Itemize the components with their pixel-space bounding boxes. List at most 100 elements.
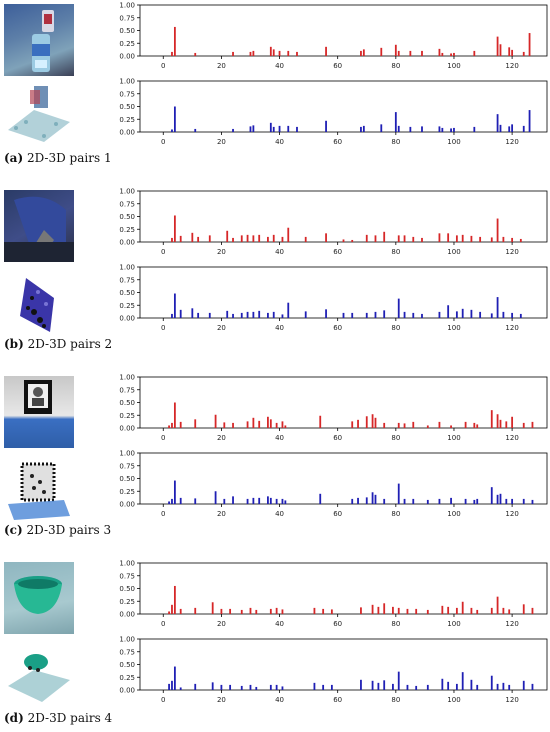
feature-bar (275, 422, 278, 428)
y-tick-label: 1.00 (119, 78, 135, 86)
feature-bar (479, 236, 482, 242)
feature-bar (220, 608, 223, 614)
feature-bar (496, 596, 499, 614)
feature-bar (269, 46, 272, 56)
y-tick-label: 0.50 (119, 585, 135, 593)
feature-bar (351, 312, 354, 318)
feature-bar (197, 312, 200, 318)
feature-bar (438, 126, 441, 132)
feature-bar (281, 609, 284, 614)
feature-bar (267, 496, 269, 504)
y-tick-label: 0.50 (119, 103, 135, 111)
caption-a: (a) 2D-3D pairs 1 (4, 151, 112, 165)
x-tick-label: 120 (505, 248, 518, 256)
plot-frame (139, 376, 548, 429)
x-tick-label: 120 (505, 620, 518, 628)
feature-bar (511, 49, 514, 56)
feature-bar (450, 497, 452, 504)
feature-bar (394, 44, 397, 56)
x-tick-label: 120 (505, 62, 518, 70)
feature-bar (362, 125, 365, 132)
feature-bar (269, 684, 272, 690)
feature-bar (272, 234, 275, 242)
x-tick-label: 80 (391, 696, 400, 704)
feature-bar (362, 49, 365, 56)
feature-bar (249, 607, 252, 614)
feature-bar (505, 421, 508, 428)
feature-bar (211, 682, 214, 690)
y-tick-label: 0.75 (119, 276, 135, 284)
y-tick-label: 1.00 (119, 450, 135, 458)
feature-bar (377, 682, 380, 690)
feature-bar (461, 234, 464, 242)
feature-bar (441, 678, 444, 690)
x-tick-label: 0 (161, 696, 165, 704)
feature-bar (426, 425, 429, 428)
x-tick-label: 20 (217, 510, 226, 518)
feature-bar (281, 686, 284, 690)
feature-bar (214, 491, 217, 504)
x-tick-label: 20 (217, 248, 226, 256)
feature-bar (511, 124, 514, 132)
feature-bar (438, 311, 441, 318)
feature-bar (383, 231, 386, 242)
feature-bar (229, 608, 232, 614)
feature-bar (522, 498, 525, 504)
feature-bar (511, 237, 514, 242)
plot-frame (139, 452, 548, 505)
feature-bar (252, 311, 255, 318)
y-tick-label: 0.00 (119, 129, 135, 137)
feature-bar (383, 680, 386, 690)
feature-bar (522, 422, 525, 428)
image-thumbnail-d (4, 562, 74, 634)
feature-bar (246, 234, 249, 242)
feature-bar (476, 424, 479, 428)
feature-bar (490, 607, 493, 614)
y-tick-label: 0.25 (119, 412, 135, 420)
feature-bar (267, 236, 269, 242)
feature-bar (496, 683, 499, 690)
feature-bar (438, 421, 441, 428)
feature-bar (360, 679, 362, 690)
feature-bar (450, 53, 452, 56)
feature-bar (304, 236, 307, 242)
y-tick-label: 0.75 (119, 462, 135, 470)
feature-bar (194, 607, 197, 614)
pair-panel-d: 0.00 0.25 0.50 0.75 1.00 0 20 40 60 80 100 120 0.00… (0, 558, 550, 732)
x-tick-label: 80 (391, 620, 400, 628)
feature-bar (421, 237, 423, 242)
feature-bar (470, 309, 473, 318)
image-feature-chart-a: 0.00 0.25 0.50 0.75 1.00 0 20 40 60 80 100 120 (119, 2, 548, 70)
feature-bar (519, 313, 522, 318)
feature-bar (168, 611, 170, 614)
y-tick-label: 1.00 (119, 636, 135, 644)
feature-bar (171, 422, 173, 428)
feature-bar (351, 421, 354, 428)
feature-bar (179, 608, 182, 614)
feature-bar (325, 46, 327, 56)
feature-bar (258, 497, 261, 504)
y-tick-label: 0.25 (119, 40, 135, 48)
feature-bar (412, 421, 415, 428)
point-cloud-thumbnail-a (4, 82, 74, 154)
feature-bar (499, 419, 502, 428)
x-tick-label: 40 (275, 138, 284, 146)
feature-bar (194, 498, 197, 504)
feature-bar (464, 421, 467, 428)
picture-frame-photo (24, 380, 52, 414)
feature-bar (490, 313, 493, 318)
y-tick-label: 1.00 (119, 560, 135, 568)
feature-bar (403, 498, 406, 504)
feature-bar (508, 126, 511, 132)
x-tick-label: 120 (505, 138, 518, 146)
x-tick-label: 100 (447, 62, 460, 70)
feature-bar (473, 50, 476, 56)
caption-b: (b) 2D-3D pairs 2 (4, 337, 112, 351)
y-tick-label: 0.75 (119, 90, 135, 98)
feature-bar (409, 50, 412, 56)
feature-bar (278, 125, 281, 132)
x-tick-label: 0 (161, 620, 165, 628)
feature-bar (450, 128, 452, 132)
feature-bar (511, 312, 514, 318)
point-cloud-d (8, 654, 70, 702)
